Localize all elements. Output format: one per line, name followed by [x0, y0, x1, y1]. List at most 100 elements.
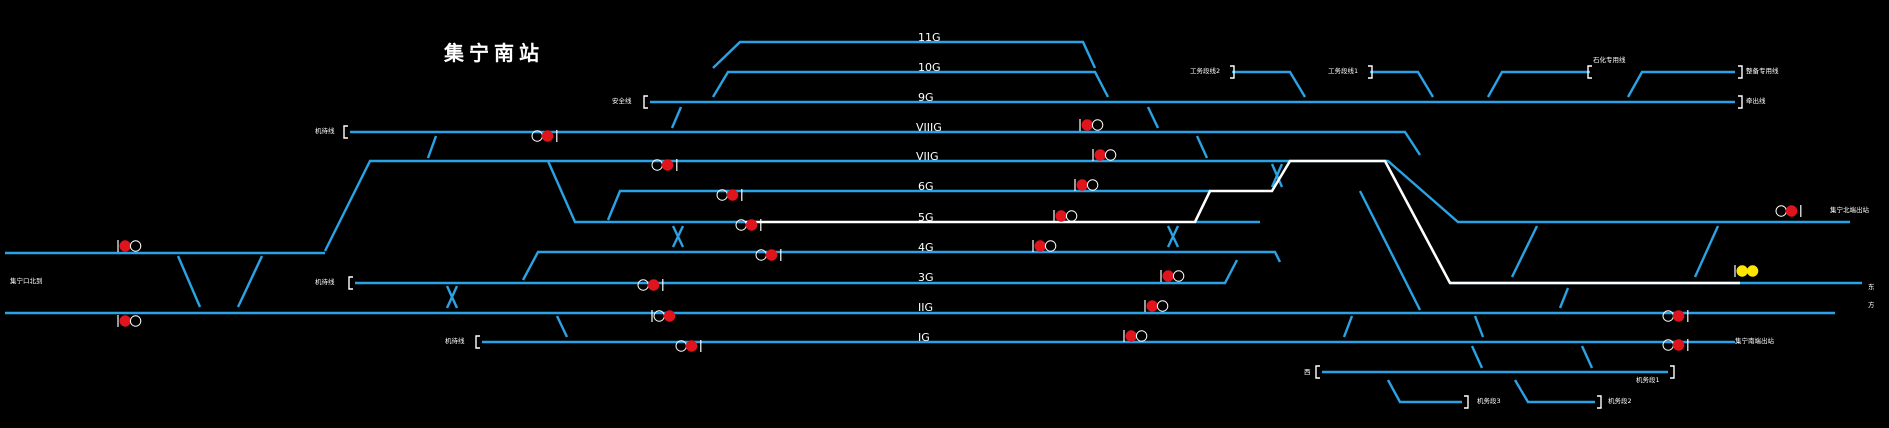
signal-viig-east-lamp-1 — [1094, 149, 1106, 161]
label-depot-1: 机务段1 — [1636, 375, 1660, 384]
label-depot-2: 机务段2 — [1608, 396, 1632, 405]
signal-left-main[interactable] — [117, 240, 142, 252]
signal-iig-west-lamp-2 — [663, 310, 676, 322]
crossover-3[interactable] — [1166, 225, 1180, 248]
turnout-1[interactable] — [176, 255, 202, 308]
track-VIIG[interactable] — [323, 159, 1270, 252]
label-wuke-ig: 机待线 — [445, 336, 465, 345]
buffer-stop-safety — [643, 95, 648, 109]
signal-ig-exit-lamp-2 — [1672, 339, 1685, 351]
turnout-12[interactable] — [1693, 225, 1720, 278]
track-gongwu-1[interactable] — [1370, 70, 1435, 98]
crossover-1[interactable] — [671, 225, 685, 248]
buffer-stop-depot-3 — [1464, 395, 1469, 409]
turnout-11[interactable] — [1558, 287, 1570, 309]
signal-viiig-west[interactable] — [531, 130, 558, 142]
turnout-15[interactable] — [1580, 345, 1594, 369]
locked-route — [745, 159, 1740, 285]
track-label-11G: 11G — [918, 31, 941, 44]
signal-3g-west-lamp-1 — [637, 279, 649, 291]
signal-viiig-east[interactable] — [1079, 119, 1104, 131]
signal-ig-west-lamp-2 — [685, 340, 698, 352]
signal-4g-west-lamp-2 — [765, 249, 778, 261]
turnout-7[interactable] — [1358, 190, 1422, 311]
track-shihua[interactable] — [1486, 70, 1590, 98]
track-zhengbei[interactable] — [1626, 70, 1735, 98]
label-east-b: 方 — [1868, 300, 1875, 309]
label-bottom-west: 西 — [1304, 368, 1311, 376]
track-depot-2[interactable] — [1513, 379, 1595, 404]
signal-ig-east-lamp-1 — [1125, 330, 1137, 342]
signal-iig-east[interactable] — [1144, 300, 1169, 312]
track-label-6G: 6G — [918, 180, 934, 193]
signal-jining-north[interactable] — [1775, 205, 1802, 217]
crossover-4[interactable] — [1270, 163, 1284, 188]
track-gongwu-2[interactable] — [1232, 70, 1307, 98]
label-siding: 牵出线 — [1746, 96, 1766, 105]
track-4G[interactable] — [521, 250, 1282, 281]
track-11G[interactable] — [712, 40, 1097, 69]
signal-left-iig-lamp-2 — [129, 315, 142, 327]
track-label-VIIIG: VIIIG — [916, 121, 942, 134]
signal-6g-east-lamp-2 — [1086, 179, 1099, 191]
buffer-stops — [343, 65, 1743, 409]
signal-ig-east-lamp-2 — [1135, 330, 1148, 342]
turnout-9[interactable] — [1342, 315, 1354, 338]
signal-left-iig-lamp-1 — [119, 315, 131, 327]
signal-iig-east-lamp-1 — [1146, 300, 1158, 312]
track-depot-3[interactable] — [1386, 379, 1462, 404]
crossover-2[interactable] — [445, 285, 459, 309]
signal-ig-west[interactable] — [675, 340, 702, 352]
turnout-5[interactable] — [1146, 106, 1160, 129]
signal-6g-west[interactable] — [716, 189, 743, 201]
buffer-stop-shihua — [1587, 65, 1592, 79]
label-shihua: 石化专用线 — [1593, 55, 1626, 64]
station-title: 集宁南站 — [443, 41, 544, 65]
turnout-3[interactable] — [426, 135, 438, 159]
track-label-5G: 5G — [918, 211, 934, 224]
signal-3g-west[interactable] — [637, 279, 664, 291]
side-labels: 安全线 机待线 集宁口北到 机待线 机待线 工务段线2 工务段线1 石化专用线 … — [10, 55, 1875, 405]
buffer-stop-gongwu-1 — [1368, 65, 1373, 79]
signal-3g-east[interactable] — [1160, 270, 1185, 282]
signal-viig-west[interactable] — [651, 159, 678, 171]
label-wuke-bottom: 机待线 — [315, 277, 335, 286]
turnout-2[interactable] — [236, 255, 264, 308]
track-3G[interactable] — [355, 259, 1239, 285]
turnout-13[interactable] — [1473, 315, 1485, 338]
signal-4g-east[interactable] — [1032, 240, 1057, 252]
signal-iig-exit[interactable] — [1662, 310, 1689, 322]
signal-iig-west[interactable] — [651, 310, 676, 322]
signal-6g-east-lamp-1 — [1076, 179, 1088, 191]
signal-home-yellow[interactable] — [1734, 265, 1759, 277]
signal-left-main-lamp-1 — [119, 240, 131, 252]
label-safety-line: 安全线 — [612, 96, 632, 105]
signal-5g-west[interactable] — [735, 219, 762, 231]
signal-6g-east[interactable] — [1074, 179, 1099, 191]
signal-ig-exit[interactable] — [1662, 339, 1689, 351]
signal-5g-east-lamp-1 — [1055, 210, 1067, 222]
track-6G[interactable] — [606, 189, 1210, 221]
signal-viig-east-lamp-2 — [1104, 149, 1117, 161]
signal-ig-east[interactable] — [1123, 330, 1148, 342]
signal-home-yellow-lamp-2 — [1746, 265, 1759, 277]
label-depot-3: 机务段3 — [1477, 396, 1501, 405]
turnout-10[interactable] — [1510, 225, 1539, 278]
signal-4g-west[interactable] — [755, 249, 782, 261]
turnout-4[interactable] — [670, 106, 683, 129]
track-right-upper[interactable] — [1270, 159, 1850, 224]
signal-viig-east[interactable] — [1092, 149, 1117, 161]
signal-viiig-west-lamp-2 — [541, 130, 554, 142]
track-10G[interactable] — [711, 70, 1110, 98]
signal-5g-east[interactable] — [1053, 210, 1078, 222]
turnout-8[interactable] — [555, 315, 569, 338]
turnout-14[interactable] — [1470, 345, 1484, 369]
track-label-4G: 4G — [918, 241, 934, 254]
signal-left-iig[interactable] — [117, 315, 142, 327]
track-VIIIG[interactable] — [350, 130, 1422, 156]
turnout-6[interactable] — [1195, 135, 1209, 159]
label-jining-north-right: 集宁北端出站 — [1830, 205, 1870, 214]
label-zhengbei: 整备专用线 — [1746, 66, 1779, 75]
signal-iig-east-lamp-2 — [1156, 300, 1169, 312]
track-5G[interactable] — [546, 160, 745, 224]
